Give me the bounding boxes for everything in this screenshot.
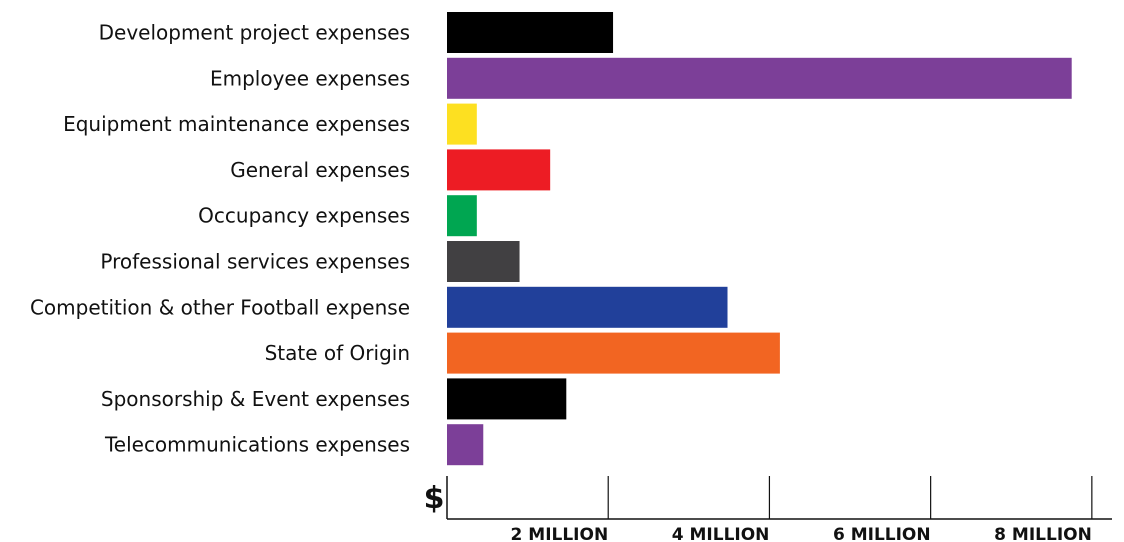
- x-tick-label: 6 MILLION: [833, 525, 931, 542]
- bar: [447, 103, 477, 145]
- category-label: Employee expenses: [210, 66, 410, 90]
- bar: [447, 57, 1072, 99]
- grid-lines: [607, 476, 1093, 519]
- category-labels: Development project expenses Employee exp…: [30, 21, 410, 457]
- x-tick-label: 2 MILLION: [511, 525, 609, 542]
- currency-symbol: $: [424, 481, 445, 516]
- x-axis: 2 MILLION 4 MILLION 6 MILLION 8 MILLION: [446, 476, 1112, 542]
- category-label: General expenses: [230, 158, 410, 182]
- category-label: Development project expenses: [99, 21, 410, 45]
- bar: [447, 195, 477, 237]
- bar: [447, 378, 567, 420]
- bar: [447, 12, 614, 53]
- bar: [447, 241, 520, 282]
- bar: [447, 286, 728, 328]
- bar: [447, 149, 551, 191]
- category-label: Telecommunications expenses: [104, 433, 410, 457]
- category-label: Professional services expenses: [100, 250, 410, 274]
- x-tick-label: 8 MILLION: [994, 525, 1092, 542]
- bar: [447, 424, 484, 466]
- x-tick-label: 4 MILLION: [672, 525, 770, 542]
- category-label: Competition & other Football expense: [30, 295, 410, 319]
- category-label: Equipment maintenance expenses: [63, 112, 410, 136]
- bars: [447, 12, 1072, 466]
- category-label: Sponsorship & Event expenses: [101, 387, 410, 411]
- category-label: Occupancy expenses: [198, 204, 410, 228]
- category-label: State of Origin: [265, 341, 410, 365]
- bar: [447, 332, 780, 374]
